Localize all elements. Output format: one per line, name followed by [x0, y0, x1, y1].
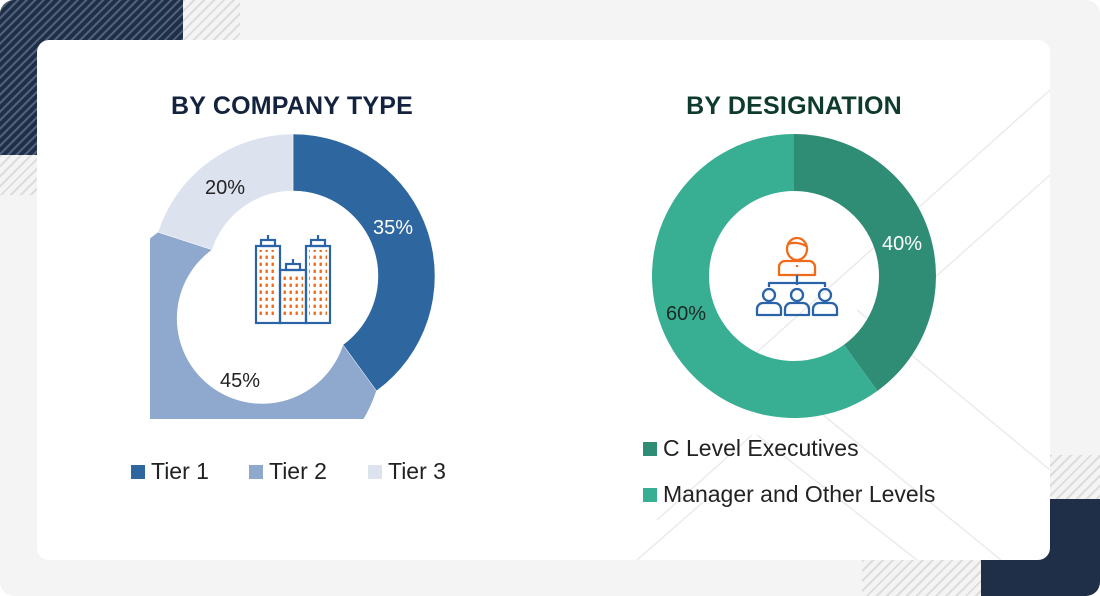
tier3-slice — [157, 133, 294, 251]
legend-c-level: C Level Executives — [643, 435, 859, 462]
tier1-percent-label: 35% — [373, 217, 413, 239]
company-type-donut: 35% 45% 20% — [150, 133, 436, 419]
c-level-swatch — [643, 441, 657, 456]
legend-tier1-label: Tier 1 — [151, 458, 209, 484]
buildings-icon — [254, 235, 332, 325]
manager-slice — [652, 134, 878, 419]
tier3-percent-label: 20% — [205, 177, 245, 199]
legend-tier2-label: Tier 2 — [269, 458, 327, 484]
designation-title: BY DESIGNATION — [686, 92, 902, 120]
legend-tier1: Tier 1 — [131, 458, 209, 485]
company-type-title: BY COMPANY TYPE — [171, 92, 413, 120]
org-hierarchy-icon — [755, 236, 839, 317]
chart-card: BY COMPANY TYPE 35% 45% 20% — [37, 40, 1050, 560]
tier2-percent-label: 45% — [220, 370, 260, 392]
tier2-slice — [150, 231, 377, 419]
tier3-swatch — [368, 464, 382, 479]
decorative-hatch — [862, 560, 981, 596]
decorative-hatch — [1050, 455, 1100, 499]
legend-tier3: Tier 3 — [368, 458, 446, 485]
manager-percent-label: 60% — [666, 303, 706, 325]
legend-tier2: Tier 2 — [249, 458, 327, 485]
tier2-swatch — [249, 464, 263, 479]
legend-tier3-label: Tier 3 — [388, 458, 446, 484]
designation-donut: 40% 60% — [652, 134, 937, 419]
legend-manager-label: Manager and Other Levels — [663, 481, 936, 507]
decorative-diagonal-lines — [636, 89, 1050, 560]
c-level-slice — [794, 134, 937, 391]
decorative-hatch — [0, 155, 37, 195]
tier1-slice — [292, 133, 436, 392]
c-level-percent-label: 40% — [882, 233, 922, 255]
tier1-swatch — [131, 464, 145, 479]
legend-manager: Manager and Other Levels — [643, 481, 935, 508]
decorative-hatch — [183, 0, 240, 40]
legend-c-level-label: C Level Executives — [663, 435, 859, 461]
manager-swatch — [643, 487, 657, 502]
